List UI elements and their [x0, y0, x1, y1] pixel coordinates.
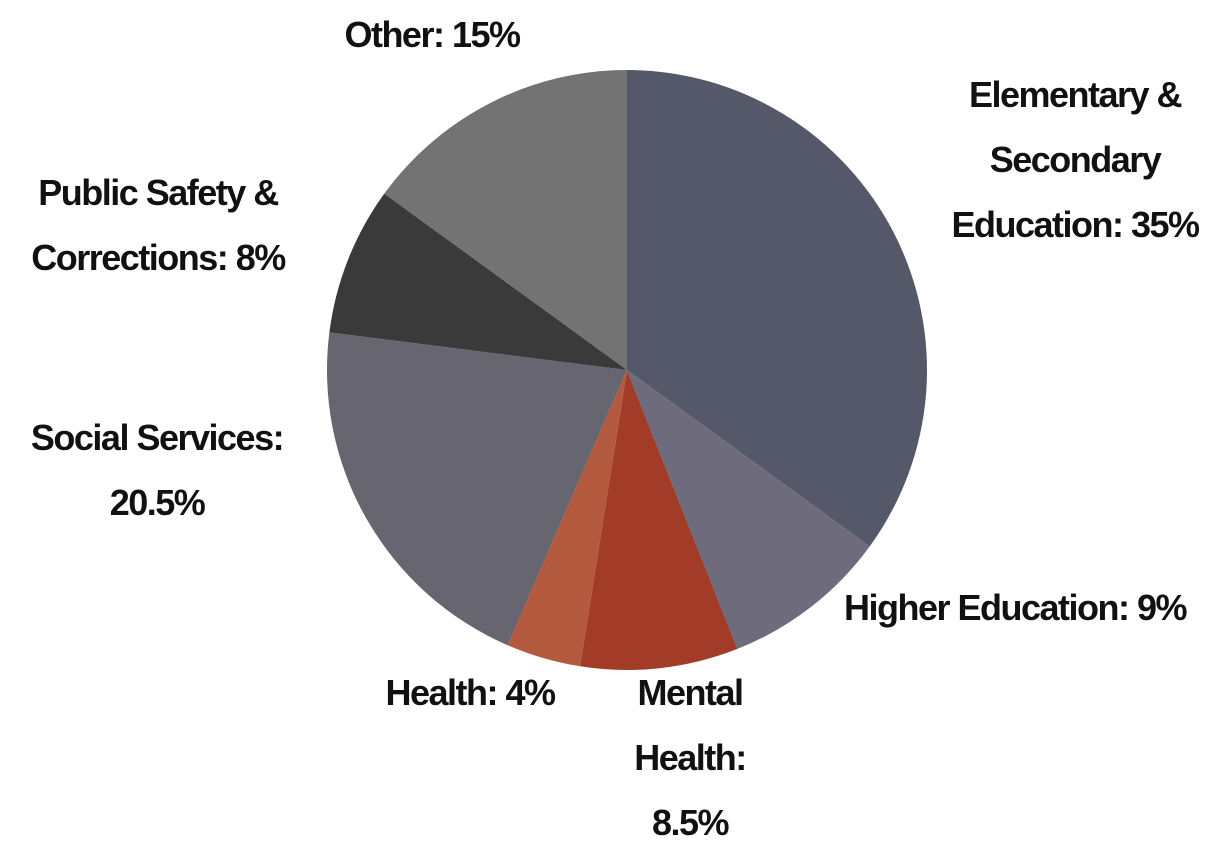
- slice-label: Elementary & Secondary Education: 35%: [925, 62, 1225, 257]
- pie-slice: [627, 370, 870, 649]
- value-label: 8%: [235, 237, 287, 278]
- pie-slice: [327, 332, 627, 646]
- slice-label: Mental Health: 8.5%: [605, 660, 775, 855]
- category-label: Elementary & Secondary Education:: [951, 74, 1182, 245]
- slice-label: Higher Education: 9%: [835, 575, 1195, 640]
- category-label: Health:: [385, 672, 498, 713]
- slice-label: Health: 4%: [350, 660, 590, 725]
- value-label: 4%: [505, 672, 557, 713]
- pie-slice: [384, 70, 627, 370]
- value-label: 20.5%: [109, 482, 206, 523]
- slice-label: Social Services: 20.5%: [0, 405, 317, 535]
- value-label: 8.5%: [651, 802, 730, 843]
- category-label: Mental Health:: [634, 672, 747, 778]
- value-label: 9%: [1137, 587, 1188, 628]
- value-label: 15%: [451, 14, 521, 55]
- pie-slice: [627, 70, 928, 547]
- slice-label: Public Safety & Corrections: 8%: [0, 160, 318, 290]
- category-label: Other:: [344, 14, 445, 55]
- category-label: Public Safety & Corrections:: [31, 172, 279, 278]
- value-label: 35%: [1130, 204, 1200, 245]
- category-label: Higher Education:: [843, 587, 1130, 628]
- category-label: Social Services:: [30, 417, 285, 458]
- slice-label: Other: 15%: [282, 2, 582, 67]
- pie-slice: [329, 193, 627, 370]
- pie-slice: [580, 370, 738, 670]
- pie-slice: [507, 370, 627, 667]
